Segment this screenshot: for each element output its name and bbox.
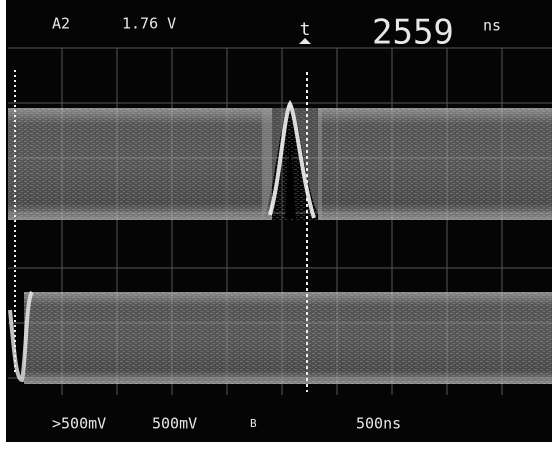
trace-upper — [8, 102, 552, 220]
oscilloscope-screen: A2 1.76 V t 2559 ns >500mV 500mV B 500ns — [0, 0, 557, 456]
voltage-readout: 1.76 V — [122, 15, 176, 33]
time-readout: 2559 — [372, 13, 454, 53]
cursor-marker: t — [300, 19, 311, 40]
page: A2 1.76 V t 2559 ns >500mV 500mV B 500ns… — [0, 0, 557, 456]
channel-marker: B — [250, 417, 257, 430]
channel-label: A2 — [52, 15, 70, 33]
channel-scale: 500mV — [152, 415, 197, 433]
time-unit: ns — [483, 17, 501, 35]
trigger-level: >500mV — [52, 415, 106, 433]
trace-lower — [10, 292, 552, 384]
timebase: 500ns — [356, 415, 401, 433]
